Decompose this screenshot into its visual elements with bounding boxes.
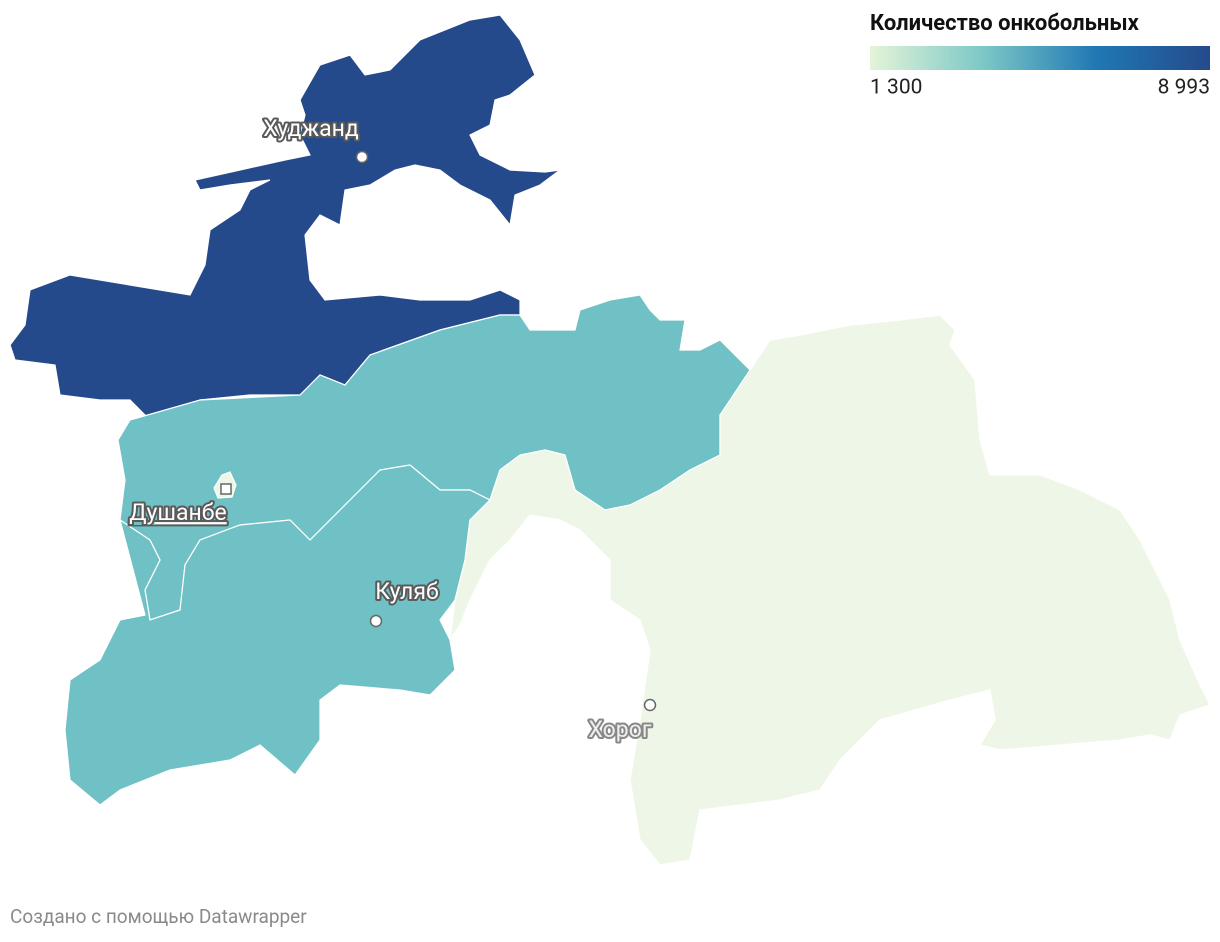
city-label: Хорог: [589, 716, 652, 743]
city-markers: [220, 150, 657, 712]
legend-tick-label: 8 993: [1158, 76, 1210, 100]
city-marker: [369, 614, 383, 628]
legend-scale: [870, 46, 1210, 70]
legend-tick-label: 1 300: [870, 76, 922, 100]
city-label: Куляб: [375, 578, 438, 605]
legend-title: Количество онкобольных: [870, 11, 1140, 36]
city-label: Худжанд: [263, 115, 359, 142]
regions: [9, 14, 1211, 866]
city-label: Душанбе: [129, 499, 226, 526]
city-marker: [355, 150, 369, 164]
region-sughd: [9, 14, 563, 421]
city-marker: [643, 698, 657, 712]
region-gbao: [449, 314, 1211, 866]
region-khatlon: [64, 464, 492, 806]
footer: Создано с помощью Datawrapper: [10, 905, 307, 928]
capital-marker: [220, 483, 232, 495]
